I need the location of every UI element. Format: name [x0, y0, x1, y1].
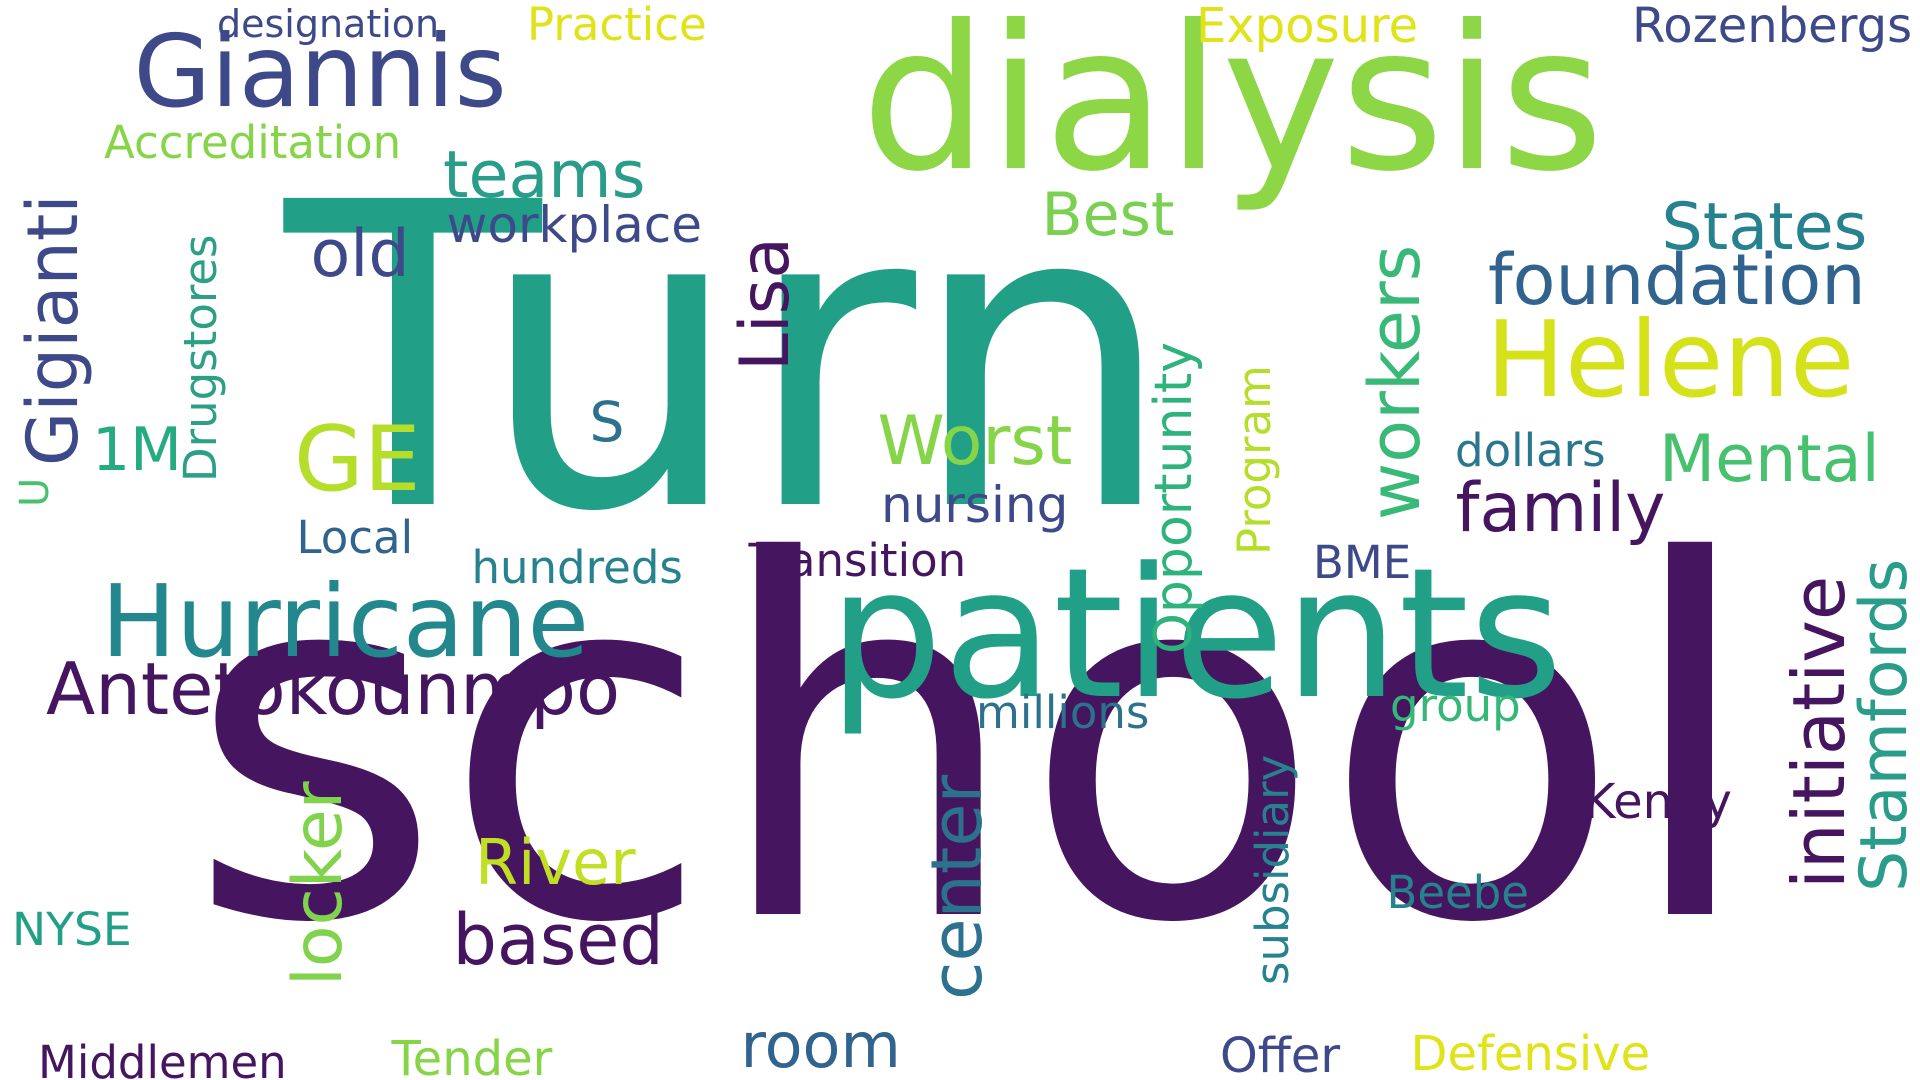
word: workplace: [446, 196, 703, 254]
word: group: [1390, 679, 1521, 732]
word: foundation: [1488, 239, 1866, 321]
word: subsidiary: [1246, 754, 1299, 985]
word: school: [187, 459, 1758, 1030]
word: workers: [1354, 244, 1436, 520]
word: Middlemen: [38, 1036, 287, 1080]
word: Defensive: [1410, 1026, 1651, 1080]
word: Practice: [527, 0, 707, 51]
word: Kenny: [1584, 774, 1732, 830]
word: Worst: [877, 402, 1073, 481]
word: BME: [1313, 536, 1412, 589]
word: nursing: [881, 476, 1069, 534]
word: 1M: [92, 415, 182, 485]
word: Accreditation: [104, 116, 402, 169]
word: Exposure: [1196, 0, 1419, 54]
word: initiative: [1777, 575, 1861, 889]
word: family: [1455, 469, 1666, 548]
word: designation: [217, 2, 440, 46]
word: River: [475, 826, 636, 899]
word: millions: [976, 686, 1150, 739]
word: Program: [1228, 365, 1281, 555]
word: Turn: [284, 115, 1175, 604]
word: States: [1661, 190, 1868, 265]
word: Giannis: [133, 13, 507, 130]
word: GE: [294, 407, 421, 512]
word: Drugstores: [174, 234, 227, 482]
word: center: [916, 774, 998, 1000]
word: Antetokounmpo: [46, 647, 621, 731]
word: Hurricane: [101, 563, 589, 680]
word: Local: [296, 511, 414, 564]
word: room: [740, 1009, 901, 1080]
word: hundreds: [471, 541, 683, 594]
word: dollars: [1455, 424, 1606, 477]
word: dialysis: [861, 0, 1604, 216]
word: Gigianti: [12, 194, 94, 466]
word: Helene: [1486, 299, 1855, 421]
word: locker: [279, 780, 358, 986]
word: Beebe: [1386, 866, 1530, 919]
word: Tender: [391, 1031, 553, 1080]
word: Offer: [1220, 1028, 1341, 1080]
word: Lisa: [726, 237, 805, 371]
word: U: [12, 477, 58, 507]
word: old: [310, 217, 410, 292]
word: Best: [1041, 180, 1175, 250]
word: teams: [443, 138, 646, 213]
word: Mental: [1659, 422, 1880, 497]
word: Rozenbergs: [1632, 0, 1913, 54]
word: Stamfords: [1847, 558, 1920, 892]
word: Opportunity: [1144, 341, 1204, 654]
word: patients: [828, 530, 1563, 739]
word: S: [589, 390, 625, 454]
word: NYSE: [12, 903, 132, 956]
word: based: [452, 899, 664, 981]
word: Transition: [748, 534, 967, 587]
